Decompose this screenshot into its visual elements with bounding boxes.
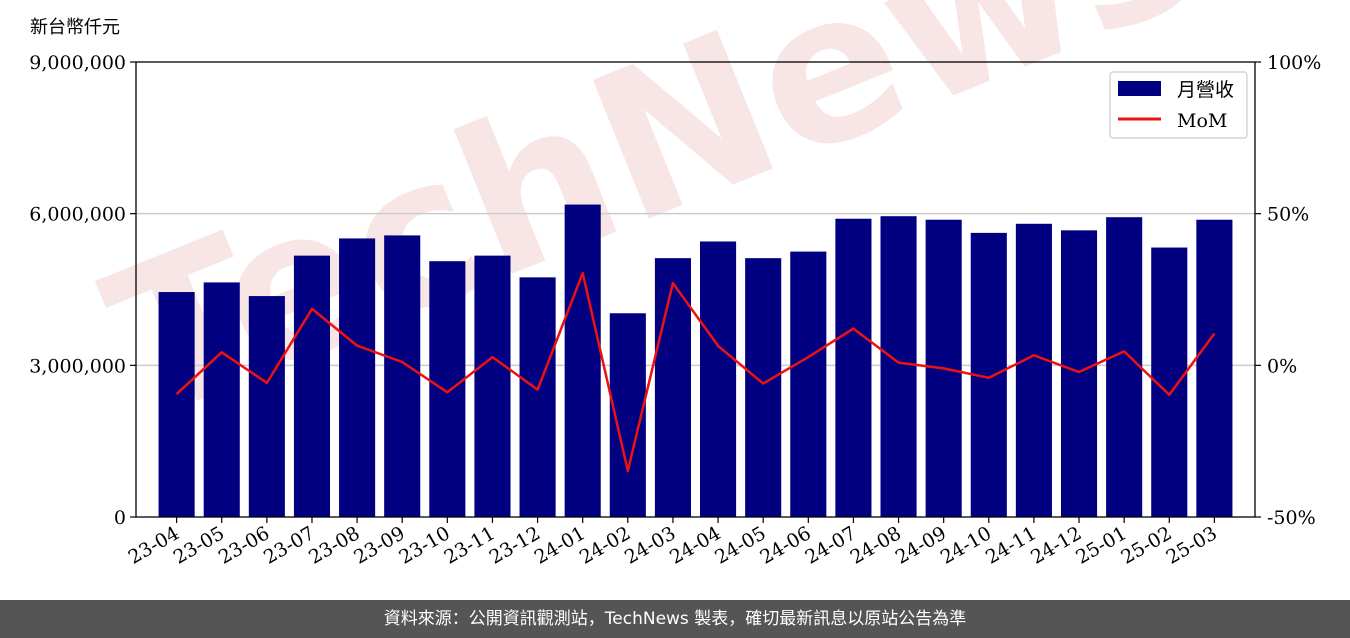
x-tick-label: 24-06 <box>756 522 814 568</box>
bar-24-05 <box>745 258 782 517</box>
mom-line-layer <box>175 271 1216 473</box>
bars <box>158 204 1233 518</box>
x-tick-label: 23-10 <box>395 522 453 568</box>
legend-swatch-bar <box>1118 81 1161 96</box>
bar-24-08 <box>880 216 917 517</box>
mom-line <box>175 271 1216 473</box>
x-tick-label: 23-04 <box>125 522 183 568</box>
bar-23-10 <box>429 261 466 517</box>
bar-24-12 <box>1060 230 1098 517</box>
bar-23-05 <box>203 282 240 517</box>
x-tick-label: 23-09 <box>350 522 408 568</box>
x-tick-label: 24-12 <box>1027 522 1085 568</box>
unit-label: 新台幣仟元 <box>30 17 120 38</box>
x-tick-label: 24-10 <box>937 522 995 568</box>
bar-25-03 <box>1196 219 1233 517</box>
bar-23-04 <box>158 292 195 517</box>
x-axis: 23-0423-0523-0623-0723-0823-0923-1023-11… <box>125 517 1221 569</box>
bar-24-11 <box>1015 223 1052 517</box>
bar-24-07 <box>835 218 872 517</box>
right-tick-label: 100% <box>1267 52 1321 74</box>
left-tick-label: 9,000,000 <box>29 52 126 74</box>
x-tick-label: 23-05 <box>170 522 228 568</box>
bar-23-12 <box>519 277 556 517</box>
bar-23-07 <box>293 255 331 517</box>
legend-label-bar: 月營收 <box>1177 79 1234 101</box>
x-tick-label: 24-09 <box>892 522 950 568</box>
bar-24-03 <box>654 258 691 517</box>
left-tick-label: 3,000,000 <box>29 355 126 377</box>
bar-25-01 <box>1106 217 1143 517</box>
legend: 月營收 MoM <box>1109 71 1248 139</box>
bar-24-06 <box>790 251 827 518</box>
left-axis: 0 3,000,000 6,000,000 9,000,000 <box>29 52 136 529</box>
x-tick-label: 24-08 <box>847 522 905 568</box>
x-tick-label: 23-06 <box>215 522 273 568</box>
x-tick-label: 25-03 <box>1162 522 1220 568</box>
bar-23-08 <box>339 238 376 517</box>
left-tick-label: 6,000,000 <box>29 204 126 226</box>
plot-frame <box>135 61 1256 518</box>
right-tick-label: -50% <box>1267 507 1316 529</box>
x-tick-label: 25-02 <box>1117 522 1175 568</box>
bar-24-04 <box>700 241 737 517</box>
x-tick-label: 24-07 <box>801 522 859 568</box>
x-tick-label: 23-08 <box>305 522 363 568</box>
right-tick-label: 50% <box>1267 204 1309 226</box>
left-tick-label: 0 <box>114 507 126 529</box>
x-tick-label: 24-05 <box>711 522 769 568</box>
source-footer: 資料來源：公開資訊觀測站，TechNews 製表，確切最新訊息以原站公告為準 <box>0 600 1350 638</box>
right-tick-label: 0% <box>1267 355 1297 377</box>
x-tick-label: 24-01 <box>531 522 589 568</box>
x-tick-label: 23-07 <box>260 522 318 568</box>
bar-23-06 <box>248 296 285 517</box>
x-tick-label: 24-02 <box>576 522 634 568</box>
right-axis: -50% 0% 50% 100% <box>1255 52 1321 529</box>
legend-label-line: MoM <box>1177 110 1227 132</box>
x-tick-label: 24-04 <box>666 522 724 568</box>
bar-23-11 <box>474 255 511 517</box>
bar-23-09 <box>384 235 421 517</box>
x-tick-label: 25-01 <box>1072 522 1130 568</box>
x-tick-label: 24-03 <box>621 522 679 568</box>
bar-24-01 <box>564 204 601 518</box>
x-tick-label: 24-11 <box>982 522 1040 568</box>
x-tick-label: 23-11 <box>441 522 499 568</box>
x-tick-label: 23-12 <box>486 522 544 568</box>
